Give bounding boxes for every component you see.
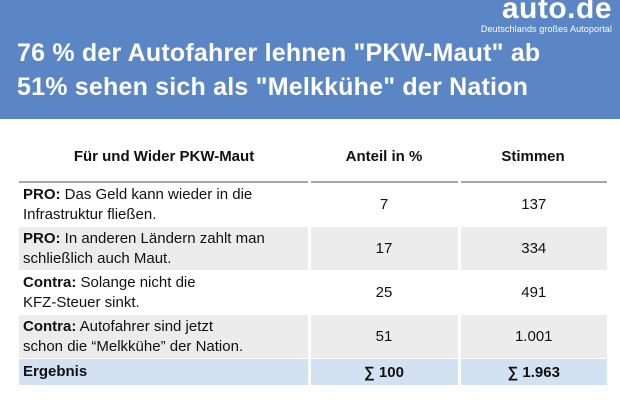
row-votes: 137 xyxy=(459,182,607,227)
column-header-topic: Für und Wider PKW-Maut xyxy=(19,131,309,183)
row-share: 25 xyxy=(309,270,461,315)
row-share: 51 xyxy=(309,314,461,359)
result-votes: ∑ 1.963 xyxy=(459,358,607,386)
row-label: PRO: xyxy=(23,229,61,247)
headline-line-1: 76 % der Autofahrer lehnen "PKW-Maut" ab xyxy=(17,39,541,67)
row-votes: 491 xyxy=(459,270,607,315)
table-row: PRO: Das Geld kann wieder in die Infrast… xyxy=(19,182,607,227)
table-row: Contra: Solange nicht die KFZ-Steuer sin… xyxy=(19,270,607,315)
row-text-line-2: KFZ-Steuer sinkt. xyxy=(23,293,140,311)
row-text-line-1: Autofahrer sind jetzt xyxy=(76,317,214,335)
row-text-line-2: schließlich auch Maut. xyxy=(23,249,172,267)
result-label: Ergebnis xyxy=(19,358,311,386)
result-share: ∑ 100 xyxy=(309,358,461,386)
table-row: PRO: In anderen Ländern zahlt man schlie… xyxy=(19,226,607,271)
headline: 76 % der Autofahrer lehnen "PKW-Maut" ab… xyxy=(17,36,540,104)
row-text-line-2: schon die “Melkkühe” der Nation. xyxy=(23,337,244,355)
column-header-votes: Stimmen xyxy=(459,131,607,183)
row-description: PRO: In anderen Ländern zahlt man schlie… xyxy=(19,226,311,271)
row-text-line-1: In anderen Ländern zahlt man xyxy=(60,229,265,247)
row-label: Contra: xyxy=(23,273,77,291)
row-text-line-1: Solange nicht die xyxy=(76,273,196,291)
brand-name: auto.de xyxy=(501,0,612,25)
table-row: Contra: Autofahrer sind jetzt schon die … xyxy=(19,314,607,359)
row-description: PRO: Das Geld kann wieder in die Infrast… xyxy=(19,182,311,227)
row-description: Contra: Solange nicht die KFZ-Steuer sin… xyxy=(19,270,311,315)
row-label: PRO: xyxy=(23,185,61,203)
row-text-line-1: Das Geld kann wieder in die xyxy=(60,185,253,203)
table-header-row: Für und Wider PKW-Maut Anteil in % Stimm… xyxy=(19,131,607,183)
result-row: Ergebnis ∑ 100 ∑ 1.963 xyxy=(19,358,607,386)
row-text-line-2: Infrastruktur fließen. xyxy=(23,205,157,223)
row-share: 17 xyxy=(309,226,461,271)
row-votes: 334 xyxy=(459,226,607,271)
header-banner: auto.de Deutschlands großes Autoportal 7… xyxy=(0,0,620,119)
row-description: Contra: Autofahrer sind jetzt schon die … xyxy=(19,314,311,359)
brand-logo: auto.de Deutschlands großes Autoportal xyxy=(481,0,612,34)
results-table: Für und Wider PKW-Maut Anteil in % Stimm… xyxy=(19,131,607,386)
row-share: 7 xyxy=(309,182,461,227)
row-label: Contra: xyxy=(23,317,77,335)
headline-line-2: 51% sehen sich als "Melkkühe" der Nation xyxy=(17,73,529,101)
column-header-share: Anteil in % xyxy=(309,131,459,183)
row-votes: 1.001 xyxy=(459,314,607,359)
results-table-container: Für und Wider PKW-Maut Anteil in % Stimm… xyxy=(19,131,607,386)
brand-tagline: Deutschlands großes Autoportal xyxy=(480,24,612,34)
